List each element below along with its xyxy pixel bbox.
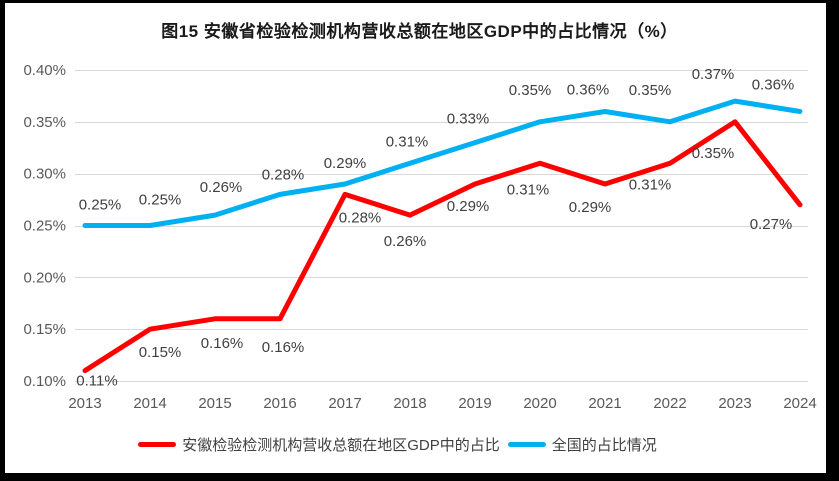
data-label: 0.31% — [629, 176, 672, 193]
chart-title: 图15 安徽省检验检测机构营收总额在地区GDP中的占比情况（%） — [161, 22, 678, 41]
data-label: 0.26% — [200, 179, 243, 196]
x-axis-tick-label: 2017 — [328, 395, 361, 412]
data-label: 0.33% — [447, 111, 490, 128]
y-axis-tick-label: 0.40% — [23, 62, 66, 79]
data-label: 0.15% — [139, 344, 182, 361]
data-label: 0.31% — [507, 181, 550, 198]
y-axis-tick-label: 0.10% — [23, 373, 66, 390]
data-label: 0.25% — [79, 197, 122, 214]
y-axis-tick-label: 0.15% — [23, 321, 66, 338]
anhui-series-line-swatch — [138, 442, 177, 447]
data-label: 0.11% — [76, 373, 117, 390]
data-label: 0.26% — [384, 233, 427, 250]
frame-border-bottom — [0, 473, 839, 481]
x-axis-tick-label: 2021 — [588, 395, 621, 412]
x-axis-tick-label: 2024 — [783, 395, 816, 412]
data-label: 0.29% — [569, 199, 612, 216]
data-label: 0.36% — [752, 76, 795, 93]
series-line-national — [82, 98, 803, 228]
frame-border-left — [0, 0, 5, 481]
data-label: 0.35% — [692, 145, 735, 162]
y-axis-tick-label: 0.30% — [23, 166, 66, 183]
frame-border-right — [826, 0, 839, 481]
legend-item-anhui: 安徽检验检测机构营收总额在地区GDP中的占比 — [138, 434, 500, 455]
data-label: 0.31% — [386, 133, 429, 150]
data-label: 0.16% — [201, 335, 244, 352]
data-label: 0.16% — [262, 339, 305, 356]
x-axis-tick-label: 2023 — [718, 395, 751, 412]
series-line-anhui — [82, 119, 803, 374]
x-axis-tick-label: 2020 — [523, 395, 556, 412]
data-label: 0.36% — [567, 81, 610, 98]
x-axis-tick-label: 2018 — [393, 395, 426, 412]
data-label: 0.29% — [324, 155, 367, 172]
data-label: 0.28% — [262, 166, 305, 183]
national-series-line-swatch — [507, 442, 546, 447]
x-axis-tick-label: 2014 — [133, 395, 166, 412]
data-label: 0.29% — [447, 198, 490, 215]
x-axis-tick-label: 2016 — [263, 395, 296, 412]
x-axis-tick-label: 2015 — [198, 395, 231, 412]
data-label: 0.25% — [139, 192, 182, 209]
legend-item-national: 全国的占比情况 — [507, 434, 657, 455]
y-axis-tick-label: 0.25% — [23, 218, 66, 235]
legend-label-national: 全国的占比情况 — [551, 437, 657, 454]
data-label: 0.35% — [509, 82, 552, 99]
x-axis-tick-label: 2019 — [458, 395, 491, 412]
data-label: 0.28% — [339, 209, 382, 226]
data-label: 0.27% — [750, 216, 793, 233]
data-label: 0.35% — [629, 82, 672, 99]
data-label: 0.37% — [692, 66, 735, 83]
y-axis-tick-label: 0.20% — [23, 269, 66, 286]
x-axis-tick-label: 2022 — [653, 395, 686, 412]
legend-label-anhui: 安徽检验检测机构营收总额在地区GDP中的占比 — [182, 437, 500, 454]
x-axis-tick-label: 2013 — [68, 395, 101, 412]
y-axis-tick-label: 0.35% — [23, 114, 66, 131]
frame-border-top — [0, 0, 839, 3]
chart-legend: 安徽检验检测机构营收总额在地区GDP中的占比 全国的占比情况 — [0, 434, 817, 455]
